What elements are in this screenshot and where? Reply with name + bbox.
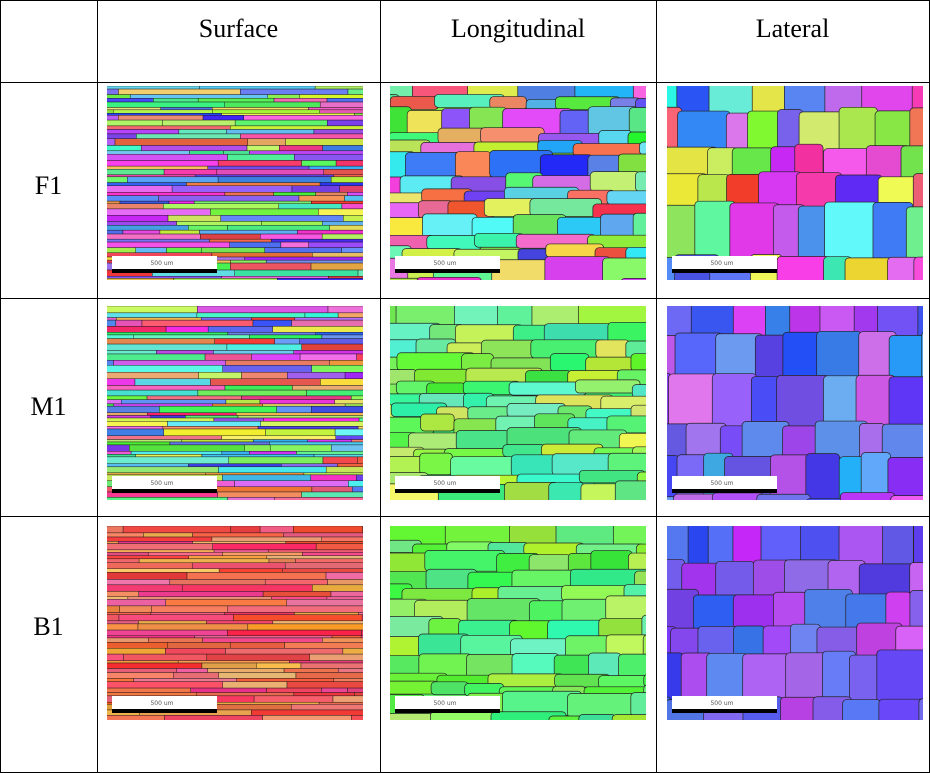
- grain-map: 500 um: [390, 526, 646, 720]
- scale-label: 500 um: [433, 700, 456, 707]
- border: [0, 0, 930, 1]
- scale-label: 500 um: [433, 260, 456, 267]
- grain-map: 500 um: [107, 86, 363, 280]
- row-label: B1: [0, 612, 97, 642]
- grain-map: 500 um: [667, 306, 923, 500]
- row-label: M1: [0, 392, 97, 422]
- border: [0, 298, 930, 299]
- scale-label: 500 um: [150, 700, 173, 707]
- grain-map: 500 um: [667, 86, 923, 280]
- border: [0, 0, 1, 773]
- scale-label: 500 um: [150, 260, 173, 267]
- grain-map: 500 um: [107, 526, 363, 720]
- border: [0, 516, 930, 517]
- grain-map: 500 um: [390, 86, 646, 280]
- border: [656, 0, 657, 773]
- column-header: Lateral: [656, 14, 929, 44]
- scale-label: 500 um: [710, 480, 733, 487]
- grain-map: 500 um: [667, 526, 923, 720]
- grain-map: 500 um: [107, 306, 363, 500]
- table-page: Surface Longitudinal Lateral F1 M1 B1 50…: [0, 0, 930, 773]
- row-label: F1: [0, 171, 97, 201]
- border: [97, 0, 98, 773]
- border: [0, 82, 930, 83]
- scale-label: 500 um: [150, 480, 173, 487]
- grain-map: 500 um: [390, 306, 646, 500]
- scale-label: 500 um: [710, 260, 733, 267]
- column-header: Longitudinal: [380, 14, 656, 44]
- column-header: Surface: [97, 14, 380, 44]
- scale-label: 500 um: [710, 700, 733, 707]
- scale-label: 500 um: [433, 480, 456, 487]
- border: [380, 0, 381, 773]
